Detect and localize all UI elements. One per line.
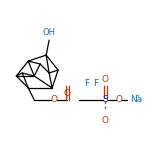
- Text: O: O: [115, 95, 122, 104]
- Text: O: O: [50, 95, 57, 104]
- Text: ⁺: ⁺: [136, 93, 140, 102]
- Text: O: O: [102, 116, 109, 124]
- Text: Na: Na: [130, 95, 143, 104]
- Text: F: F: [84, 79, 89, 88]
- Text: S: S: [102, 95, 108, 104]
- Text: F: F: [93, 79, 98, 88]
- Text: OH: OH: [43, 28, 56, 37]
- Text: O: O: [64, 89, 71, 98]
- Text: O: O: [102, 75, 109, 84]
